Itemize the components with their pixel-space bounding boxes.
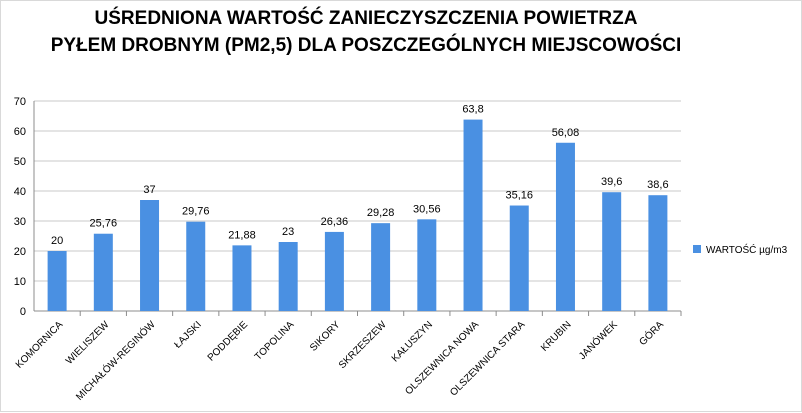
data-label: 23	[282, 226, 294, 238]
x-tick-label: TOPOLINA	[253, 319, 297, 363]
data-label: 38,6	[647, 179, 668, 191]
data-label: 21,88	[228, 229, 256, 241]
x-tick-label: PODDĘBIE	[206, 319, 251, 364]
bar-7	[324, 231, 344, 311]
x-tick-label: SKRZESZEW	[337, 319, 389, 371]
legend-label: WARTOŚĆ µg/m3	[706, 243, 788, 256]
x-tick-label: ŁAJSKI	[173, 319, 204, 350]
bar-11	[509, 205, 529, 311]
bar-2	[93, 233, 113, 311]
bar-9	[417, 219, 437, 311]
data-label: 20	[51, 235, 63, 247]
bar-12	[555, 142, 575, 311]
bar-13	[602, 192, 622, 311]
x-tick-label: WIELISZEW	[64, 319, 112, 367]
y-tick-label: 60	[14, 126, 26, 138]
x-tick-label: MICHAŁÓW-REGINÓW	[73, 318, 158, 403]
bar-5	[232, 245, 252, 311]
bar-8	[371, 223, 391, 311]
data-label: 30,56	[413, 203, 441, 215]
data-label: 29,76	[182, 206, 210, 218]
y-tick-label: 20	[14, 246, 26, 258]
x-tick-label: SIKORY	[308, 319, 343, 354]
x-tick-label: OLSZEWNICA STARA	[448, 319, 527, 398]
data-label: 26,36	[321, 216, 349, 228]
x-tick-label: KRUBIN	[539, 319, 574, 354]
data-label: 56,08	[552, 127, 580, 139]
data-label: 35,16	[505, 190, 533, 202]
data-label: 29,28	[367, 207, 395, 219]
data-label: 25,76	[90, 218, 118, 230]
x-tick-label: KAŁUSZYN	[390, 319, 435, 364]
bar-14	[648, 195, 668, 311]
data-label: 37	[143, 184, 155, 196]
bar-3	[140, 200, 160, 311]
x-tick-label: KOMORNICA	[14, 319, 66, 371]
y-tick-label: 0	[20, 306, 26, 318]
bar-10	[463, 119, 483, 311]
data-label: 39,6	[601, 176, 622, 188]
y-tick-label: 30	[14, 216, 26, 228]
x-tick-label: GÓRA	[636, 318, 666, 348]
chart-title-line-2: PYŁEM DROBNYM (PM2,5) DLA POSZCZEGÓLNYCH…	[50, 35, 682, 56]
y-tick-label: 40	[14, 186, 26, 198]
bar-4	[186, 221, 206, 311]
y-tick-label: 10	[14, 276, 26, 288]
y-tick-label: 50	[14, 156, 26, 168]
chart-title-line-1: UŚREDNIONA WARTOŚĆ ZANIECZYSZCZENIA POWI…	[94, 8, 638, 29]
bar-1	[47, 251, 67, 311]
x-tick-label: JANÓWEK	[576, 318, 620, 362]
bar-6	[278, 242, 298, 311]
y-tick-label: 70	[14, 96, 26, 108]
data-label: 63,8	[462, 104, 483, 116]
legend-swatch	[693, 245, 701, 253]
